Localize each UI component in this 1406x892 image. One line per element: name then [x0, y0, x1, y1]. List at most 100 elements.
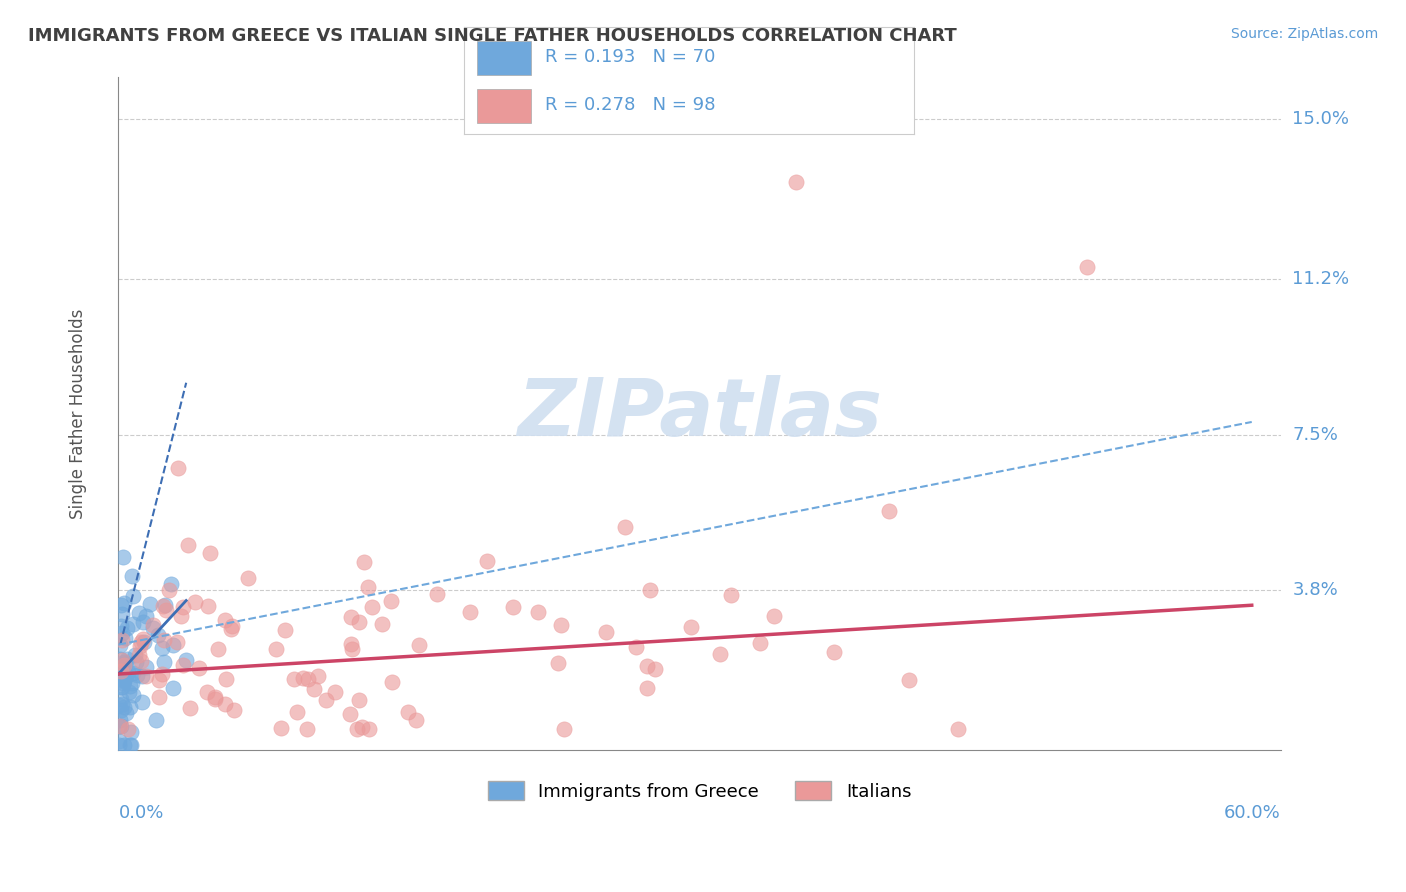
Point: [380, 594, 402, 608]
Point: [115, 668, 138, 682]
Point: [112, 550, 135, 565]
Point: [127, 668, 149, 682]
Point: [172, 657, 194, 672]
Point: [214, 613, 236, 627]
Point: [108, 734, 131, 748]
Point: [110, 692, 132, 706]
Point: [195, 684, 218, 698]
Point: [553, 722, 575, 736]
Point: [396, 705, 419, 719]
Point: [898, 673, 921, 687]
Point: [270, 721, 292, 735]
Point: [356, 580, 378, 594]
Point: [135, 608, 157, 623]
Point: [184, 595, 207, 609]
Text: 3.8%: 3.8%: [1292, 581, 1339, 599]
Point: [108, 719, 131, 733]
Point: [121, 569, 143, 583]
Point: [128, 606, 150, 620]
Point: [148, 690, 170, 704]
Point: [340, 610, 363, 624]
Point: [720, 588, 742, 602]
Point: [110, 719, 132, 733]
Point: [112, 673, 135, 687]
Point: [111, 659, 134, 673]
Point: [131, 669, 153, 683]
Point: [264, 642, 287, 657]
Point: [221, 622, 243, 636]
Point: [112, 739, 135, 753]
Point: [295, 722, 318, 736]
Point: [408, 638, 430, 652]
Point: [172, 599, 194, 614]
Point: [749, 635, 772, 649]
Point: [614, 520, 637, 534]
Point: [340, 641, 363, 656]
Point: [709, 647, 731, 661]
Point: [177, 538, 200, 552]
Point: [114, 674, 136, 689]
Point: [458, 605, 481, 619]
Point: [167, 460, 190, 475]
Point: [112, 596, 135, 610]
Point: [117, 665, 139, 679]
Point: [153, 599, 176, 613]
Point: [115, 652, 138, 666]
Point: [112, 657, 135, 672]
Point: [131, 695, 153, 709]
Point: [121, 689, 143, 703]
Point: [108, 639, 131, 653]
Point: [188, 661, 211, 675]
Point: [221, 619, 243, 633]
Text: R = 0.278   N = 98: R = 0.278 N = 98: [546, 96, 716, 114]
Point: [349, 693, 371, 707]
Point: [174, 653, 197, 667]
Point: [110, 698, 132, 712]
Point: [132, 615, 155, 629]
Point: [785, 176, 807, 190]
Point: [547, 657, 569, 671]
Point: [359, 722, 381, 736]
Point: [224, 703, 246, 717]
Point: [108, 662, 131, 676]
Text: Source: ZipAtlas.com: Source: ZipAtlas.com: [1230, 27, 1378, 41]
Point: [122, 665, 145, 680]
Point: [142, 622, 165, 636]
Point: [162, 638, 184, 652]
Point: [475, 554, 498, 568]
Point: [108, 652, 131, 666]
Point: [118, 684, 141, 698]
Point: [132, 635, 155, 649]
Point: [159, 577, 181, 591]
Point: [550, 617, 572, 632]
Point: [204, 690, 226, 704]
Text: 11.2%: 11.2%: [1292, 270, 1350, 288]
Point: [110, 665, 132, 679]
Point: [121, 617, 143, 632]
Point: [426, 587, 449, 601]
Point: [179, 701, 201, 715]
Point: [681, 620, 703, 634]
Point: [339, 707, 361, 722]
Point: [111, 680, 134, 694]
Point: [146, 628, 169, 642]
Point: [111, 671, 134, 685]
Point: [117, 621, 139, 635]
Point: [135, 659, 157, 673]
FancyBboxPatch shape: [478, 41, 531, 75]
Point: [162, 681, 184, 695]
Legend: Immigrants from Greece, Italians: Immigrants from Greece, Italians: [481, 774, 918, 808]
Point: [142, 618, 165, 632]
Point: [624, 640, 647, 654]
Point: [112, 676, 135, 690]
Point: [118, 739, 141, 753]
Point: [114, 706, 136, 720]
Point: [170, 608, 193, 623]
Point: [152, 599, 174, 613]
Point: [153, 655, 176, 669]
Point: [297, 672, 319, 686]
Text: IMMIGRANTS FROM GREECE VS ITALIAN SINGLE FATHER HOUSEHOLDS CORRELATION CHART: IMMIGRANTS FROM GREECE VS ITALIAN SINGLE…: [28, 27, 957, 45]
Point: [214, 697, 236, 711]
Point: [370, 616, 392, 631]
Point: [349, 615, 371, 630]
